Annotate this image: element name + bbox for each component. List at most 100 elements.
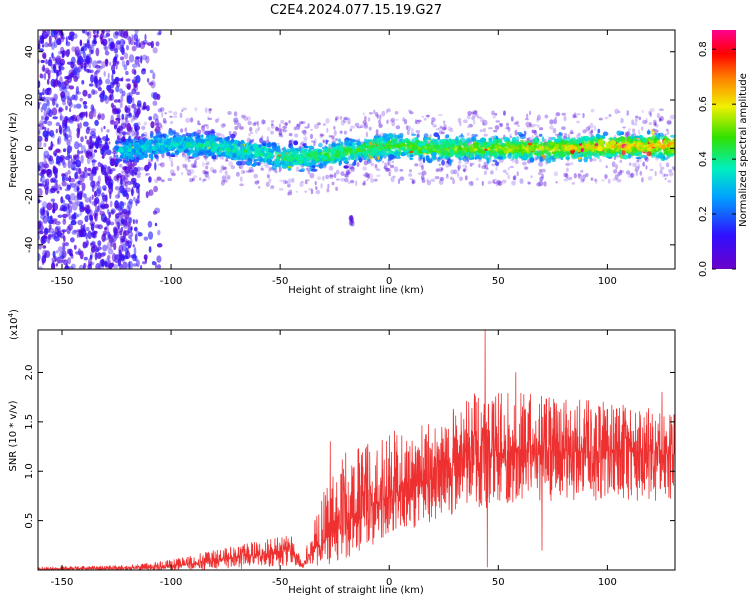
spectrogram-halo-cell (539, 169, 542, 173)
spectrogram-halo-cell (170, 120, 174, 125)
spectrogram-halo-cell (310, 188, 314, 195)
spectrogram-band-cell (631, 133, 634, 139)
spectrogram-halo-cell (301, 129, 307, 134)
spectrogram-band-cell (210, 131, 216, 134)
spectrogram-noise-cell (148, 189, 154, 197)
spectrogram-noise-cell (38, 266, 43, 269)
spectrogram-noise-cell (154, 161, 157, 171)
spectrogram-noise-cell (102, 94, 108, 101)
spectrogram-halo-cell (527, 181, 532, 185)
spectrogram-halo-cell (443, 120, 446, 124)
spectrogram-halo-cell (185, 117, 191, 123)
spectrogram-noise-cell (88, 111, 94, 120)
spectrogram-noise-cell (149, 69, 154, 74)
spectrogram-halo-cell (280, 128, 285, 132)
spectrogram-halo-cell (632, 162, 636, 168)
spectrogram-halo-cell (223, 179, 228, 183)
spectrogram-noise-cell (64, 155, 71, 161)
spectrogram-halo-cell (129, 126, 134, 131)
spectrogram-noise-cell (40, 174, 46, 183)
spectrogram-band-cell (575, 139, 580, 145)
spectrogram-halo-cell (310, 128, 313, 131)
spectrogram-noise-cell (38, 188, 43, 197)
spectrogram-band-cell (622, 154, 629, 160)
spectrogram-noise-cell (146, 78, 150, 83)
spectrogram-noise-cell (85, 226, 90, 232)
spectrogram-band-cell (666, 144, 670, 148)
spectrogram-band-cell (648, 139, 654, 144)
spectrogram-halo-cell (387, 108, 391, 113)
spectrogram-band-cell (469, 143, 476, 150)
spectrogram-noise-cell (123, 229, 127, 239)
spectrogram-halo-cell (222, 123, 226, 127)
spectrogram-halo-cell (654, 129, 658, 135)
spectrogram-halo-cell (274, 170, 278, 174)
spectrogram-halo-cell (169, 169, 175, 175)
spectrogram-band-cell (501, 146, 507, 151)
spectrogram-halo-cell (390, 117, 395, 123)
spectrogram-halo-cell (536, 114, 541, 121)
spectrogram-halo-cell (496, 179, 501, 185)
spectrogram-noise-cell (127, 180, 132, 186)
spectrogram-halo-cell (506, 123, 509, 126)
spectrogram-halo-cell (348, 163, 353, 170)
spectrogram-halo-cell (245, 170, 250, 173)
spectrogram-noise-cell (74, 94, 78, 101)
spectrogram-halo-cell (202, 161, 205, 168)
spectrogram-noise-cell (82, 42, 86, 50)
spectrogram-noise-cell (71, 46, 77, 52)
spectrogram-halo-cell (482, 122, 485, 126)
spectrogram-noise-cell (57, 30, 62, 34)
spectrogram-halo-cell (612, 169, 618, 174)
spectrogram-halo-cell (180, 128, 184, 133)
spectrogram-noise-cell (42, 215, 49, 224)
spectrogram-halo-cell (669, 114, 675, 120)
spectrogram-band-cell (471, 136, 477, 142)
spectrogram-halo-cell (395, 118, 399, 121)
spectrogram-band-cell (539, 156, 543, 163)
spectrogram-noise-cell (143, 254, 148, 261)
spectrogram-halo-cell (509, 135, 513, 139)
spectrogram-noise-cell (75, 159, 82, 168)
spectrogram-halo-cell (495, 166, 498, 171)
spectrogram-noise-cell (88, 261, 93, 267)
spectrogram-noise-cell (41, 115, 44, 121)
spectrogram-halo-cell (302, 129, 307, 136)
spectrogram-halo-cell (249, 169, 255, 173)
spectrogram-band-cell (428, 142, 434, 149)
spectrogram-noise-cell (60, 31, 64, 39)
spectrogram-halo-cell (156, 175, 162, 181)
spectrogram-noise-cell (91, 89, 96, 95)
spectrogram-noise-cell (65, 105, 68, 111)
spectrogram-noise-cell (115, 40, 121, 45)
spectrogram-halo-cell (343, 116, 349, 121)
spectrogram-halo-cell (472, 119, 476, 125)
spectrogram-halo-cell (530, 140, 533, 143)
spectrogram-band-cell (166, 138, 170, 143)
spectrogram-noise-cell (60, 156, 63, 163)
spectrogram-halo-cell (505, 172, 509, 176)
spectrogram-band-cell (148, 148, 152, 154)
spectrogram-band-cell (571, 140, 576, 145)
spectrogram-halo-cell (640, 126, 644, 131)
spectrogram-noise-cell (58, 251, 65, 260)
spectrogram-halo-cell (554, 116, 557, 119)
spectrogram-noise-cell (112, 70, 116, 75)
spectrogram-band-cell (534, 145, 538, 148)
spectrogram-noise-cell (67, 145, 73, 151)
spectrogram-band-cell (558, 132, 562, 136)
spectrogram-halo-cell (283, 122, 289, 126)
spectrogram-halo-cell (255, 128, 258, 135)
spectrogram-noise-cell (121, 131, 128, 135)
spectrogram-band-cell (150, 154, 154, 160)
spectrogram-noise-cell (81, 145, 86, 153)
spectrogram-noise-cell (101, 233, 106, 243)
spectrogram-halo-cell (472, 162, 475, 166)
spectrogram-noise-cell (103, 45, 107, 50)
spectrogram-halo-cell (354, 122, 360, 127)
spectrogram-noise-cell (131, 68, 137, 75)
spectrogram-noise-cell (51, 107, 58, 116)
spectrogram-band-cell (473, 134, 478, 137)
spectrogram-noise-cell (38, 161, 44, 168)
spectrogram-band-cell (233, 140, 239, 145)
